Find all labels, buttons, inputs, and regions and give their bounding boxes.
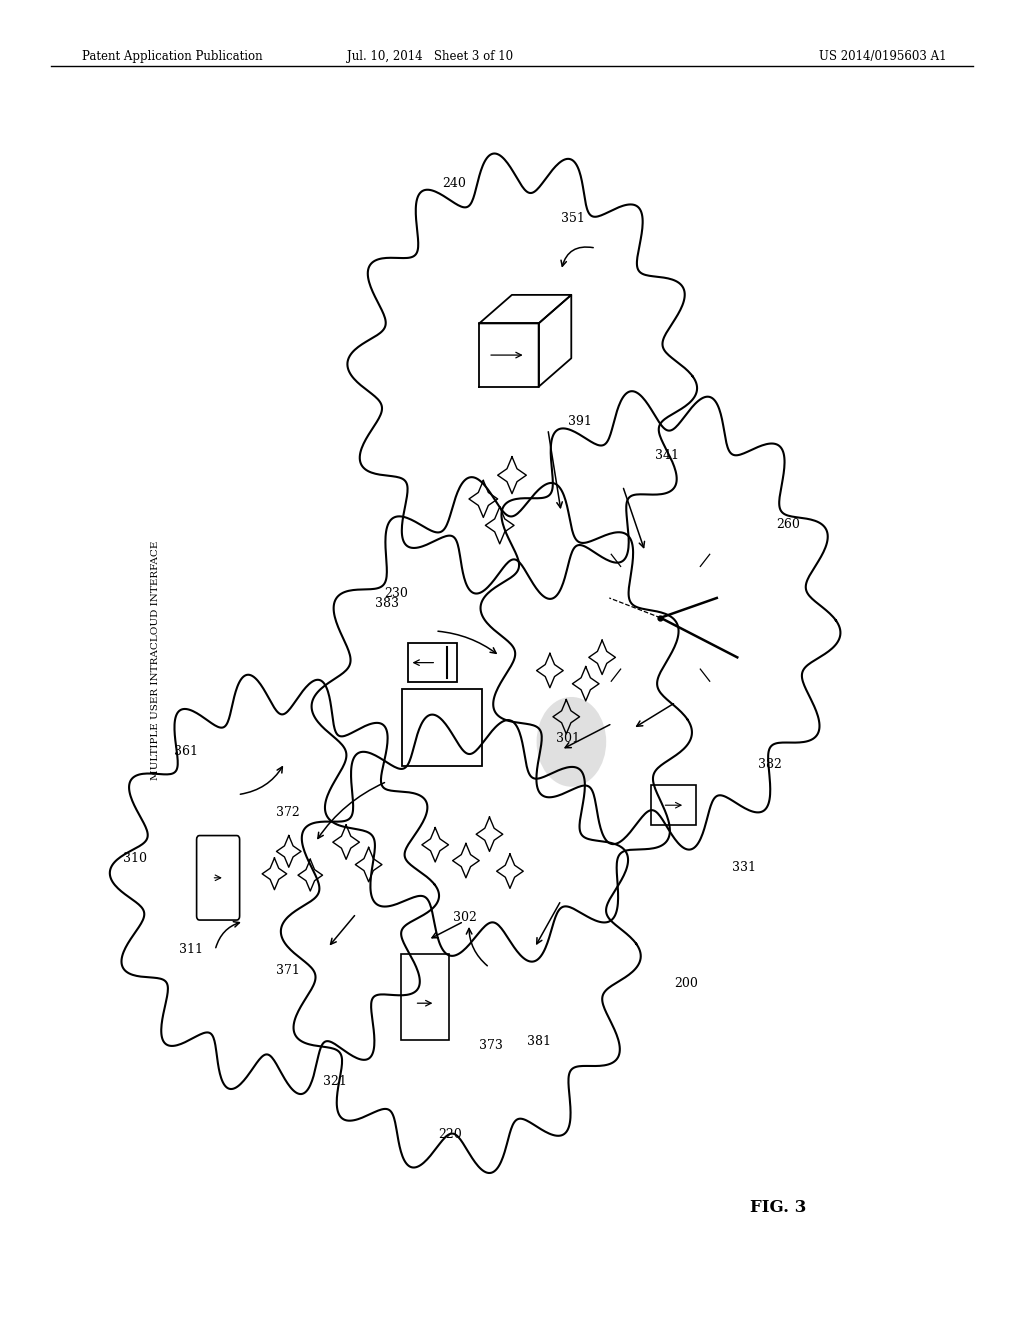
- Ellipse shape: [537, 697, 606, 787]
- Text: 351: 351: [561, 211, 585, 224]
- Text: 230: 230: [384, 586, 408, 599]
- Text: FIG. 3: FIG. 3: [750, 1199, 806, 1216]
- Text: MULTIPLE USER INTRACLOUD INTERFACE: MULTIPLE USER INTRACLOUD INTERFACE: [152, 540, 160, 780]
- Text: 240: 240: [442, 177, 466, 190]
- Text: 373: 373: [479, 1039, 503, 1052]
- Text: 311: 311: [179, 942, 203, 956]
- Text: 310: 310: [123, 851, 146, 865]
- Text: US 2014/0195603 A1: US 2014/0195603 A1: [819, 50, 947, 63]
- Text: 391: 391: [568, 414, 592, 428]
- Text: 200: 200: [674, 977, 697, 990]
- Text: 220: 220: [438, 1127, 462, 1140]
- Text: 383: 383: [375, 597, 398, 610]
- Text: 301: 301: [556, 731, 580, 744]
- Text: 302: 302: [453, 911, 476, 924]
- Text: 260: 260: [776, 517, 800, 531]
- Text: 361: 361: [174, 744, 198, 758]
- Text: 331: 331: [732, 861, 756, 874]
- Text: 371: 371: [276, 964, 300, 977]
- Text: 341: 341: [655, 449, 679, 462]
- Text: Jul. 10, 2014   Sheet 3 of 10: Jul. 10, 2014 Sheet 3 of 10: [347, 50, 513, 63]
- Text: 381: 381: [527, 1035, 551, 1048]
- Text: 321: 321: [323, 1074, 346, 1088]
- Text: 382: 382: [758, 758, 781, 771]
- Text: Patent Application Publication: Patent Application Publication: [82, 50, 262, 63]
- Text: 372: 372: [276, 805, 300, 818]
